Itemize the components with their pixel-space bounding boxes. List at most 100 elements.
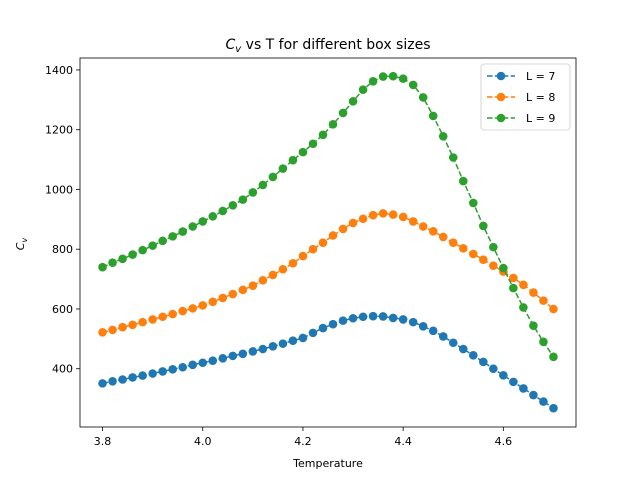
data-point xyxy=(208,212,218,221)
legend-marker xyxy=(496,92,506,102)
data-point xyxy=(208,356,218,365)
data-point xyxy=(138,317,147,327)
data-point xyxy=(178,362,188,372)
data-point xyxy=(489,242,498,252)
data-point xyxy=(138,245,147,255)
data-point xyxy=(268,342,278,351)
data-point xyxy=(539,397,548,406)
data-point xyxy=(438,332,448,341)
data-point xyxy=(278,264,288,274)
x-tick-label: 4.6 xyxy=(495,435,513,448)
data-point xyxy=(338,224,348,234)
data-point xyxy=(458,244,468,253)
chart-title-subscript: v xyxy=(235,44,242,55)
data-point xyxy=(98,379,107,388)
data-point xyxy=(318,323,328,333)
data-point xyxy=(458,344,468,354)
data-point xyxy=(509,283,518,293)
legend-label: L = 9 xyxy=(526,112,555,125)
data-point xyxy=(178,306,188,316)
data-point xyxy=(368,210,378,220)
y-tick-label: 400 xyxy=(52,363,73,376)
plot-area xyxy=(79,57,577,428)
data-point xyxy=(288,155,298,165)
data-point xyxy=(348,218,358,228)
data-point xyxy=(238,285,248,295)
data-point xyxy=(308,139,318,149)
data-point xyxy=(288,336,298,345)
data-point xyxy=(408,317,418,327)
data-point xyxy=(248,347,258,356)
data-point xyxy=(468,198,478,208)
data-point xyxy=(499,263,508,273)
data-point xyxy=(519,280,528,290)
data-point xyxy=(208,297,218,307)
data-point xyxy=(519,303,528,312)
plot-frame xyxy=(79,57,577,428)
data-point xyxy=(238,195,248,204)
data-point xyxy=(298,251,308,261)
data-point xyxy=(258,180,268,190)
data-point xyxy=(519,384,528,393)
data-point xyxy=(188,360,198,370)
data-point xyxy=(378,312,388,321)
data-point xyxy=(118,375,127,384)
x-tick-label: 4.0 xyxy=(194,435,212,448)
data-point xyxy=(258,344,268,354)
data-point xyxy=(278,339,288,348)
data-point xyxy=(509,273,518,283)
data-point xyxy=(388,71,398,81)
data-point xyxy=(418,222,428,231)
data-point xyxy=(448,238,458,247)
data-point xyxy=(168,232,177,241)
data-point xyxy=(308,244,318,254)
data-point xyxy=(278,164,288,173)
y-axis-label: Cv xyxy=(14,238,29,251)
data-point xyxy=(489,364,498,374)
data-point xyxy=(368,77,378,86)
data-point xyxy=(468,350,478,360)
data-point xyxy=(408,217,418,226)
legend-label: L = 7 xyxy=(526,70,555,83)
data-point xyxy=(479,255,488,264)
chart-title-rest: vs T for different box sizes xyxy=(241,37,430,53)
data-point xyxy=(228,201,238,210)
data-point xyxy=(298,147,308,157)
data-point xyxy=(549,403,558,413)
data-point xyxy=(438,232,448,242)
data-point xyxy=(238,349,248,359)
data-point xyxy=(539,296,548,305)
y-tick-label: 600 xyxy=(52,303,73,316)
data-point xyxy=(479,357,488,367)
y-tick-label: 1400 xyxy=(45,64,73,77)
data-point xyxy=(338,108,348,118)
data-point xyxy=(418,93,428,102)
data-point xyxy=(128,373,137,382)
data-point xyxy=(328,231,338,240)
data-point xyxy=(388,313,398,323)
data-point xyxy=(158,367,167,376)
data-point xyxy=(358,214,368,224)
data-point xyxy=(98,327,107,337)
data-point xyxy=(228,351,238,361)
data-point xyxy=(348,97,358,106)
series-1 xyxy=(98,311,558,413)
data-point xyxy=(118,322,127,332)
y-tick-label: 800 xyxy=(52,243,73,256)
series-2 xyxy=(98,209,558,337)
legend-item: L = 9 xyxy=(487,112,555,125)
series-line xyxy=(102,315,554,409)
data-point xyxy=(198,217,208,226)
data-point xyxy=(158,236,167,246)
data-point xyxy=(499,371,508,380)
data-point xyxy=(218,206,228,216)
legend-marker xyxy=(496,113,506,123)
data-point xyxy=(458,176,468,186)
data-point xyxy=(218,293,228,303)
data-point xyxy=(158,312,167,322)
legend-label: L = 8 xyxy=(526,91,555,104)
legend: L = 7 L = 8 L = 9 xyxy=(480,63,571,131)
data-point xyxy=(128,320,137,330)
data-point xyxy=(489,261,498,270)
